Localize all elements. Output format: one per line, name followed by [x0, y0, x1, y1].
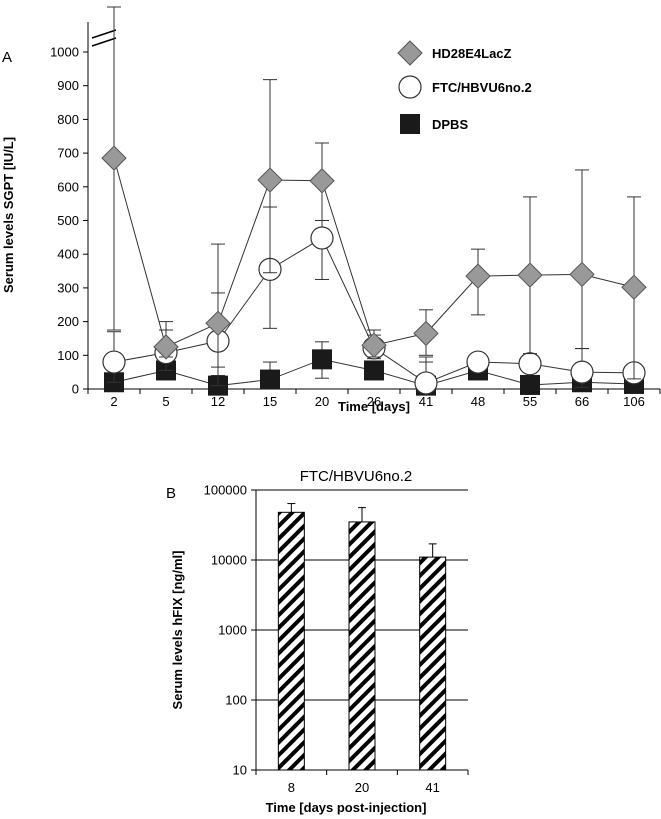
- panel-a-x-axis-label: Time [days]: [338, 399, 410, 414]
- bar-41: [419, 556, 447, 771]
- y-tick-label: 100: [225, 693, 247, 708]
- data-point-diamond: [257, 167, 283, 193]
- data-point-circle: [102, 350, 126, 374]
- panel-a-x-ticks: 2 5 12 15 20 26 41 48 55 66 106: [87, 389, 661, 409]
- y-tick-label: 10000: [211, 553, 247, 568]
- data-point-diamond: [309, 168, 335, 194]
- y-tick-label: 500: [57, 213, 79, 228]
- data-point-circle: [466, 350, 490, 374]
- data-point-diamond: [153, 334, 179, 360]
- y-tick-label: 600: [57, 179, 79, 194]
- x-tick-label: 41: [425, 780, 439, 795]
- panel-a-label: A: [2, 49, 12, 66]
- data-point-square: [520, 374, 540, 395]
- series-line: [113, 158, 635, 348]
- panel-b-y-ticks: 10 100 1000 10000 100000: [204, 483, 256, 778]
- data-point-circle: [310, 226, 334, 250]
- legend-item-ftc: FTC/HBVU6no.2: [398, 75, 532, 99]
- x-tick-label: 5: [162, 394, 169, 409]
- data-point-circle: [518, 352, 542, 376]
- x-tick-label: 48: [471, 394, 485, 409]
- x-tick-label: 12: [211, 394, 225, 409]
- y-tick-label: 100: [57, 348, 79, 363]
- y-tick-label: 10: [233, 763, 247, 778]
- y-tick-label: 400: [57, 247, 79, 262]
- legend-item-hd28e4lacz: HD28E4LacZ: [397, 40, 512, 66]
- panel-b-x-axis-label: Time [days post-injection]: [266, 800, 427, 815]
- legend-label-dpbs: DPBS: [432, 117, 468, 132]
- data-point-circle: [414, 371, 438, 395]
- data-point-diamond: [517, 262, 543, 288]
- panel-b-title: FTC/HBVU6no.2: [300, 468, 413, 485]
- x-tick-label: 66: [575, 394, 589, 409]
- bar-8: [277, 511, 305, 771]
- data-point-diamond: [569, 261, 595, 288]
- panel-a-y-ticks: 0 100 200 300 400 500 600 700 800 900 1000: [50, 45, 88, 397]
- legend-circle-marker: [398, 75, 422, 99]
- x-tick-label: 20: [355, 780, 369, 795]
- data-point-diamond: [465, 263, 491, 289]
- legend-label-hd28e4lacz: HD28E4LacZ: [432, 46, 512, 61]
- x-tick-label: 26: [367, 394, 381, 409]
- y-tick-label: 200: [57, 314, 79, 329]
- x-tick-label: 41: [419, 394, 433, 409]
- legend-item-dpbs: DPBS: [400, 114, 468, 134]
- data-point-square: [260, 369, 280, 390]
- x-tick-label: 8: [288, 780, 295, 795]
- y-tick-label: 900: [57, 78, 79, 93]
- y-tick-label: 0: [72, 382, 79, 397]
- x-tick-label: 55: [523, 394, 537, 409]
- x-tick-label: 2: [110, 394, 117, 409]
- x-tick-label: 15: [263, 394, 277, 409]
- bar-20: [348, 521, 376, 771]
- panel-b-bars: [277, 503, 447, 771]
- panel-a: A 0 100 200 300 400 500 600 700 800 900 1000 2 5 12 1…: [1, 6, 661, 414]
- panel-a-y-axis-label: Serum levels SGPT [IU/L]: [1, 137, 16, 293]
- legend-label-ftc: FTC/HBVU6no.2: [432, 80, 532, 95]
- y-tick-label: 800: [57, 112, 79, 127]
- panel-b-label: B: [166, 485, 176, 502]
- y-tick-label: 1000: [50, 45, 79, 60]
- data-point-diamond: [621, 274, 647, 300]
- panel-b: B FTC/HBVU6no.2 10 100 1000 10000 100000 8 20…: [166, 468, 469, 815]
- y-tick-label: 300: [57, 280, 79, 295]
- data-point-square: [364, 360, 384, 381]
- data-point-diamond: [205, 310, 231, 336]
- data-point-diamond: [101, 145, 127, 171]
- y-tick-label: 1000: [218, 623, 247, 638]
- panel-a-axis-break: [91, 29, 117, 47]
- y-tick-label: 700: [57, 146, 79, 161]
- panel-b-x-ticks: 8 20 41: [255, 770, 469, 795]
- panel-a-series: [101, 6, 647, 396]
- legend-diamond-marker: [397, 40, 423, 66]
- panel-a-legend: HD28E4LacZ FTC/HBVU6no.2 DPBS: [397, 40, 532, 134]
- panel-b-y-axis-label: Serum levels hFIX [ng/ml]: [170, 551, 185, 710]
- x-tick-label: 106: [623, 394, 645, 409]
- x-tick-label: 20: [315, 394, 329, 409]
- data-point-diamond: [361, 332, 387, 358]
- series-hd28e4lacz: [101, 6, 647, 380]
- data-point-square: [312, 349, 332, 370]
- y-tick-label: 100000: [204, 483, 247, 498]
- data-point-diamond: [413, 320, 439, 347]
- legend-square-marker: [400, 114, 420, 134]
- data-point-circle: [570, 360, 594, 384]
